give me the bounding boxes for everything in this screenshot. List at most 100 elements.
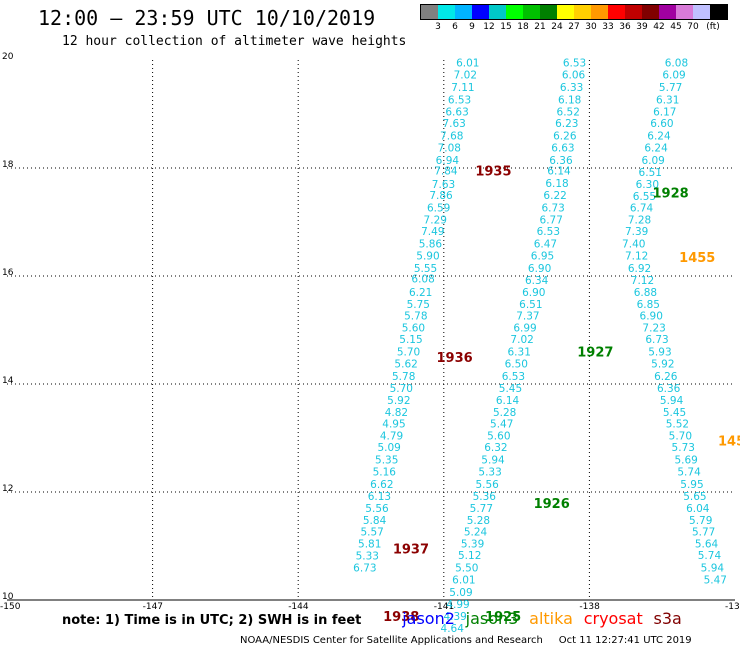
footer-credit: NOAA/NESDIS Center for Satellite Applica… (240, 635, 692, 646)
x-tick-label: -144 (288, 602, 309, 612)
scale-swatch (506, 5, 523, 19)
wave-height-value: 5.64 (695, 538, 719, 550)
y-tick-label: 20 (2, 52, 14, 62)
map-subtitle: 12 hour collection of altimeter wave hei… (62, 34, 407, 49)
scale-label: 30 (585, 22, 597, 32)
wave-height-value: 5.16 (373, 466, 397, 478)
wave-height-value: 6.99 (513, 322, 536, 334)
scale-swatch (421, 5, 438, 19)
wave-height-value: 6.24 (647, 131, 671, 143)
wave-height-value: 6.73 (541, 202, 564, 214)
wave-height-value: 6.74 (630, 202, 654, 214)
wave-height-value: 6.31 (508, 347, 531, 359)
pass-time-label: 1935 (475, 165, 511, 180)
wave-height-value: 5.78 (392, 371, 415, 383)
wave-height-value: 5.65 (683, 491, 706, 503)
scale-label: 27 (568, 22, 580, 32)
wave-height-value: 6.33 (560, 82, 583, 94)
wave-height-value: 5.74 (698, 550, 722, 562)
legend-sat-jason3: jason3 (465, 609, 519, 628)
wave-height-value: 6.31 (656, 94, 679, 106)
color-scale: 3 6 9 12 15 18 21 24 27 30 33 36 39 42 45 70 (ft) (420, 4, 740, 34)
wave-height-value: 7.68 (440, 131, 463, 143)
color-scale-labels: 3 6 9 12 15 18 21 24 27 30 33 36 39 42 45 70 (ft) (420, 20, 740, 34)
scale-label: 9 (469, 22, 475, 32)
wave-height-value: 7.08 (438, 142, 461, 154)
wave-height-value: 7.84 (434, 166, 458, 178)
wave-height-value: 6.23 (555, 118, 578, 130)
wave-height-value: 6.92 (628, 263, 651, 275)
wave-height-value: 6.26 (553, 131, 577, 143)
scale-unit: (ft) (706, 22, 720, 32)
wave-height-value: 6.77 (540, 214, 563, 226)
scale-label: 12 (483, 22, 495, 32)
wave-height-value: 6.01 (456, 58, 479, 70)
wave-height-value: 6.53 (502, 371, 525, 383)
scale-swatch (659, 5, 676, 19)
wave-height-value: 6.08 (665, 58, 688, 70)
scale-swatch (489, 5, 506, 19)
scale-label: 24 (551, 22, 563, 32)
wave-height-value: 6.90 (528, 263, 551, 275)
wave-height-value: 5.28 (493, 407, 516, 419)
wave-height-value: 5.90 (416, 250, 439, 262)
wave-height-value: 6.53 (537, 226, 560, 238)
scale-label: 45 (670, 22, 682, 32)
wave-height-value: 6.55 (633, 191, 656, 203)
scale-swatch (455, 5, 472, 19)
wave-height-value: 5.77 (470, 503, 493, 515)
scale-label: 21 (534, 22, 546, 32)
wave-height-value: 5.94 (701, 563, 725, 575)
wave-height-value: 5.12 (458, 550, 481, 562)
scale-swatch (591, 5, 608, 19)
y-tick-label: 12 (2, 484, 13, 494)
wave-height-value: 5.77 (659, 82, 682, 94)
wave-height-value: 5.47 (490, 418, 513, 430)
wave-height-value: 5.60 (402, 322, 425, 334)
wave-height-value: 7.29 (424, 214, 447, 226)
x-tick-label: -13 (725, 602, 740, 612)
legend: note: 1) Time is in UTC; 2) SWH is in fe… (62, 609, 688, 628)
scale-label: 33 (602, 22, 614, 32)
x-tick-label: -147 (143, 602, 163, 612)
wave-height-value: 6.24 (644, 142, 668, 154)
wave-height-value: 5.84 (363, 515, 387, 527)
wave-height-value: 6.73 (645, 334, 668, 346)
wave-height-value: 7.02 (454, 70, 477, 82)
scale-label: 39 (636, 22, 648, 32)
wave-height-value: 6.36 (657, 383, 681, 395)
legend-sat-cryosat: cryosat (583, 609, 643, 628)
wave-height-value: 5.15 (399, 334, 422, 346)
scale-swatch (625, 5, 642, 19)
wave-height-value: 5.73 (672, 442, 695, 454)
wave-height-value: 5.45 (663, 407, 686, 419)
wave-height-value: 6.01 (452, 574, 475, 586)
wave-height-value: 5.60 (487, 430, 510, 442)
wave-height-value: 6.60 (650, 118, 673, 130)
wave-height-value: 6.63 (551, 142, 574, 154)
pass-time-label: 1926 (534, 497, 570, 512)
color-scale-bar (420, 4, 728, 20)
wave-height-value: 6.90 (640, 310, 663, 322)
wave-height-value: 6.63 (445, 106, 468, 118)
y-tick-label: 18 (2, 160, 14, 170)
wave-height-value: 5.09 (449, 587, 472, 599)
pass-time-label: 1454 (718, 435, 740, 450)
wave-height-value: 5.56 (365, 503, 389, 515)
wave-height-value: 6.34 (525, 275, 549, 287)
scale-swatch (523, 5, 540, 19)
wave-height-value: 6.32 (484, 442, 507, 454)
wave-height-value: 6.94 (436, 155, 460, 167)
wave-height-value: 5.09 (377, 442, 400, 454)
wave-height-value: 5.94 (481, 455, 505, 467)
wave-height-value: 5.62 (394, 358, 417, 370)
scale-label: 36 (619, 22, 631, 32)
wave-height-value: 5.93 (648, 347, 671, 359)
wave-height-value: 7.12 (625, 250, 648, 262)
wave-height-value: 6.21 (409, 287, 432, 299)
wave-height-value: 7.86 (429, 190, 453, 202)
wave-height-value: 6.53 (448, 94, 471, 106)
x-tick-label: -138 (579, 602, 600, 612)
